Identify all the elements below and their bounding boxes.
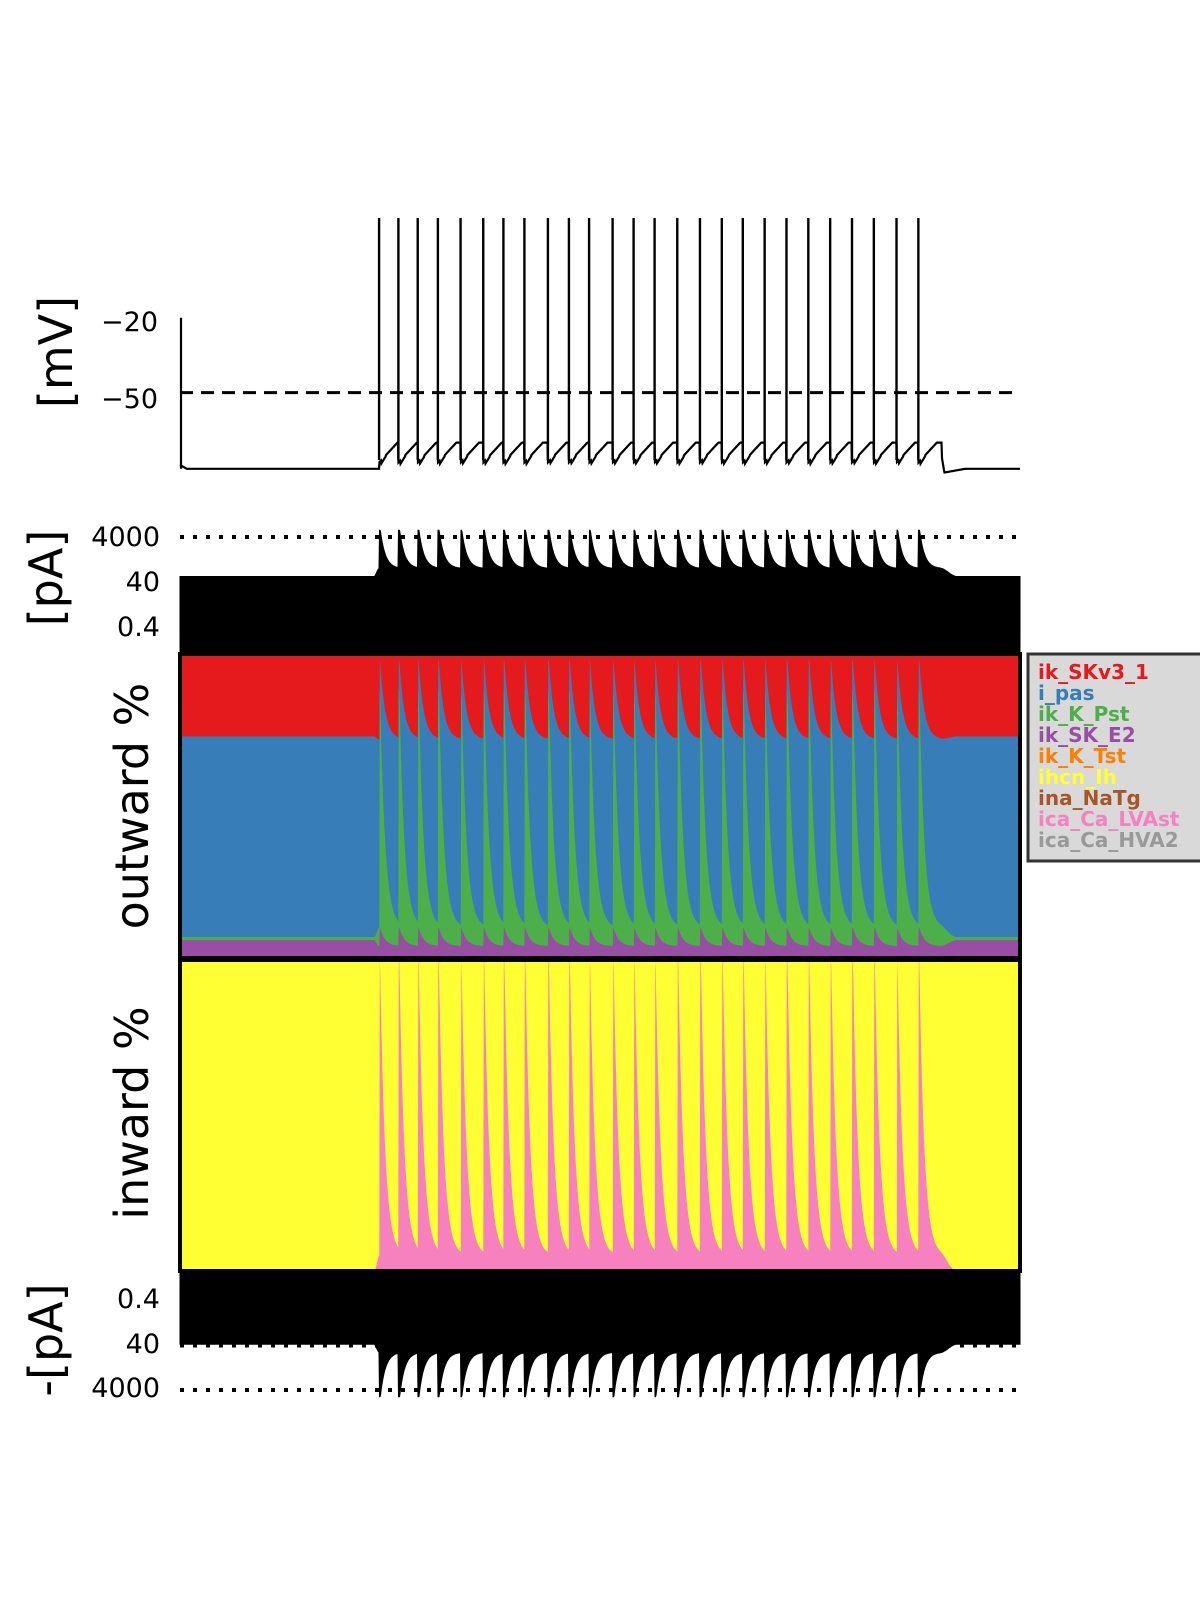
legend-item-i-pas: i_pas: [1038, 681, 1095, 705]
legend: ik_SKv3_1 i_pas ik_K_Pst ik_SK_E2 ik_K_T…: [1026, 652, 1200, 863]
inward-total-ylabel: -[pA]: [19, 1283, 73, 1396]
outward-percent-panel: outward %: [105, 652, 1022, 960]
legend-item-ihcn-ih: ihcn_Ih: [1038, 765, 1117, 789]
inward-total-tick-40: 40: [126, 1329, 160, 1360]
voltage-ylabel: [mV]: [29, 296, 83, 408]
outward-total-tick-0.4: 0.4: [117, 612, 160, 643]
outward-percent-ylabel: outward %: [105, 683, 159, 930]
legend-item-ik-k-pst: ik_K_Pst: [1038, 702, 1130, 726]
inward-total-panel: -[pA] 0.4 40 4000: [19, 1269, 1021, 1404]
legend-item-ik-sk-e2: ik_SK_E2: [1038, 723, 1136, 747]
legend-item-ica-ca-lvast: ica_Ca_LVAst: [1038, 807, 1180, 831]
voltage-panel: [mV] −20 −50: [29, 218, 1020, 474]
inward-total-tick-4000: 4000: [91, 1373, 160, 1404]
voltage-tick-minus20: −20: [101, 307, 158, 338]
outward-total-ylabel: [pA]: [19, 530, 73, 627]
legend-box: [1026, 652, 1200, 863]
outward-total-area: [179, 529, 1021, 653]
voltage-trace: [179, 441, 1020, 474]
outward-total-tick-4000: 4000: [91, 522, 160, 553]
inward-percent-ylabel: inward %: [105, 1006, 159, 1219]
inward-total-tick-0.4: 0.4: [117, 1284, 160, 1315]
legend-item-ica-ca-hva2: ica_Ca_HVA2: [1038, 828, 1179, 852]
legend-item-ik-k-tst: ik_K_Tst: [1038, 744, 1127, 768]
inward-total-area: [179, 1269, 1021, 1398]
legend-item-ina-natg: ina_NaTg: [1038, 786, 1141, 810]
outward-total-tick-40: 40: [126, 567, 160, 598]
voltage-tick-minus50: −50: [101, 384, 158, 415]
outward-percent-layer-ik-skv3-1: [179, 653, 1021, 740]
inward-percent-panel: inward %: [105, 958, 1022, 1273]
outward-total-panel: [pA] 4000 40 0.4: [19, 522, 1021, 653]
legend-item-ik-skv3-1: ik_SKv3_1: [1038, 660, 1149, 684]
